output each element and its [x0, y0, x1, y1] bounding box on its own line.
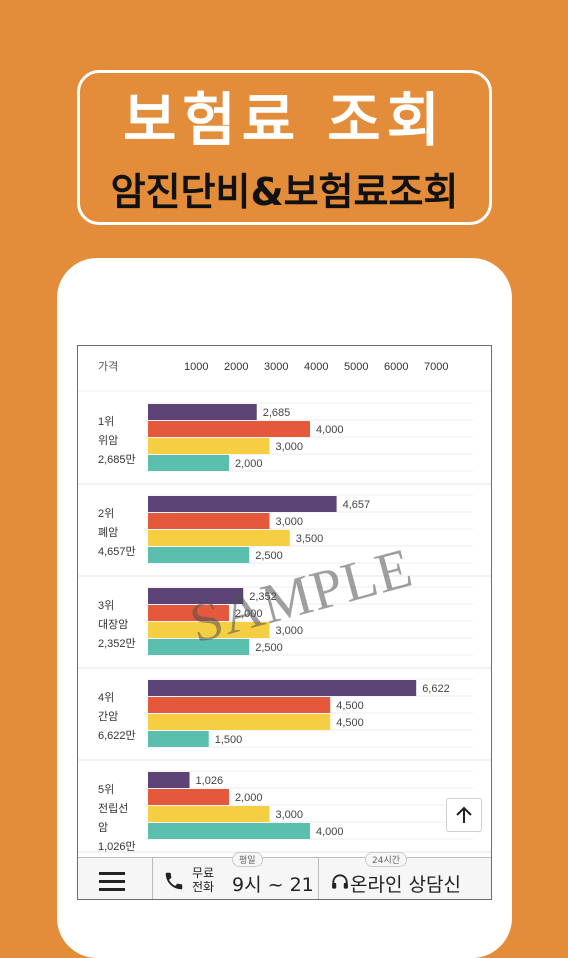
bar-value-label: 2,352 [249, 591, 277, 603]
bar [148, 772, 190, 788]
bar-value-label: 2,685 [263, 407, 291, 419]
bar-value-label: 3,000 [276, 809, 304, 821]
bar [148, 697, 331, 713]
bar-value-label: 4,500 [336, 700, 364, 712]
arrow-up-icon [456, 806, 472, 823]
banner-title: 보험료 조회 [123, 86, 446, 154]
24h-tag: 24시간 [365, 852, 408, 867]
menu-icon [99, 872, 125, 875]
group-label: 폐암 [98, 526, 118, 539]
bar [148, 530, 290, 546]
bar [148, 789, 229, 805]
group-label: 4위 [98, 691, 114, 704]
x-tick-label: 3000 [264, 361, 288, 373]
menu-button[interactable] [94, 866, 128, 896]
bar [148, 714, 331, 730]
group-label: 2,685만 [98, 453, 136, 466]
bar [148, 421, 310, 437]
bar [148, 622, 270, 638]
bar-value-label: 2,500 [255, 550, 283, 562]
group-label: 4,657만 [98, 545, 136, 558]
group-label: 5위 [98, 783, 114, 796]
bar [148, 404, 257, 420]
bar [148, 605, 229, 621]
x-tick-label: 2000 [224, 361, 248, 373]
bar-value-label: 2,500 [255, 642, 283, 654]
group-label: 대장암 [98, 618, 128, 631]
group-label: 1,026만 [98, 840, 136, 853]
bar-value-label: 3,000 [276, 625, 304, 637]
bar-value-label: 4,500 [336, 717, 364, 729]
bar [148, 547, 250, 563]
phone-icon[interactable] [163, 870, 185, 892]
bar [148, 731, 209, 747]
bar [148, 823, 310, 839]
bar [148, 513, 270, 529]
group-label: 전립선 [98, 802, 128, 815]
banner-subtitle: 암진단비&보험료조회 [110, 170, 459, 214]
bar [148, 588, 244, 604]
x-tick-label: 7000 [424, 361, 448, 373]
x-tick-label: 4000 [304, 361, 328, 373]
bar [148, 496, 337, 512]
group-label: 암 [98, 821, 108, 834]
bar-value-label: 4,000 [316, 826, 344, 838]
bar [148, 455, 229, 471]
weekday-tag: 평일 [232, 852, 263, 867]
bar-value-label: 1,500 [215, 734, 243, 746]
x-tick-label: 1000 [184, 361, 208, 373]
group-label: 2,352만 [98, 637, 136, 650]
chart-header-label: 가격 [98, 360, 118, 373]
group-label: 2위 [98, 507, 114, 520]
scroll-top-button[interactable] [446, 798, 482, 832]
bar-value-label: 6,622 [422, 683, 450, 695]
call-hours[interactable]: 9시 ~ 21 [232, 874, 314, 896]
bar [148, 806, 270, 822]
bar-value-label: 4,657 [343, 499, 371, 511]
group-label: 3위 [98, 599, 114, 612]
bar-value-label: 3,000 [276, 441, 304, 453]
bar-value-label: 3,500 [296, 533, 324, 545]
bar-value-label: 1,026 [196, 775, 224, 787]
headset-icon[interactable] [330, 872, 350, 892]
x-tick-label: 6000 [384, 361, 408, 373]
free-call-label[interactable]: 무료 전화 [192, 866, 215, 894]
group-label: 1위 [98, 415, 114, 428]
divider [152, 858, 153, 899]
bar-value-label: 3,000 [276, 516, 304, 528]
bar-value-label: 4,000 [316, 424, 344, 436]
bottom-action-bar: 무료 전화 평일 9시 ~ 21 24시간 온라인 상담신 [78, 852, 491, 899]
title-banner: 보험료 조회 암진단비&보험료조회 [77, 70, 492, 225]
bar [148, 438, 270, 454]
group-label: 간암 [98, 710, 118, 723]
bar [148, 639, 250, 655]
x-tick-label: 5000 [344, 361, 368, 373]
bar-value-label: 2,000 [235, 792, 263, 804]
group-label: 6,622만 [98, 729, 136, 742]
online-consult-button[interactable]: 온라인 상담신 [350, 874, 461, 896]
bar [148, 680, 417, 696]
divider [318, 858, 319, 899]
bar-value-label: 2,000 [235, 608, 263, 620]
group-label: 위암 [98, 434, 118, 447]
bar-value-label: 2,000 [235, 458, 263, 470]
